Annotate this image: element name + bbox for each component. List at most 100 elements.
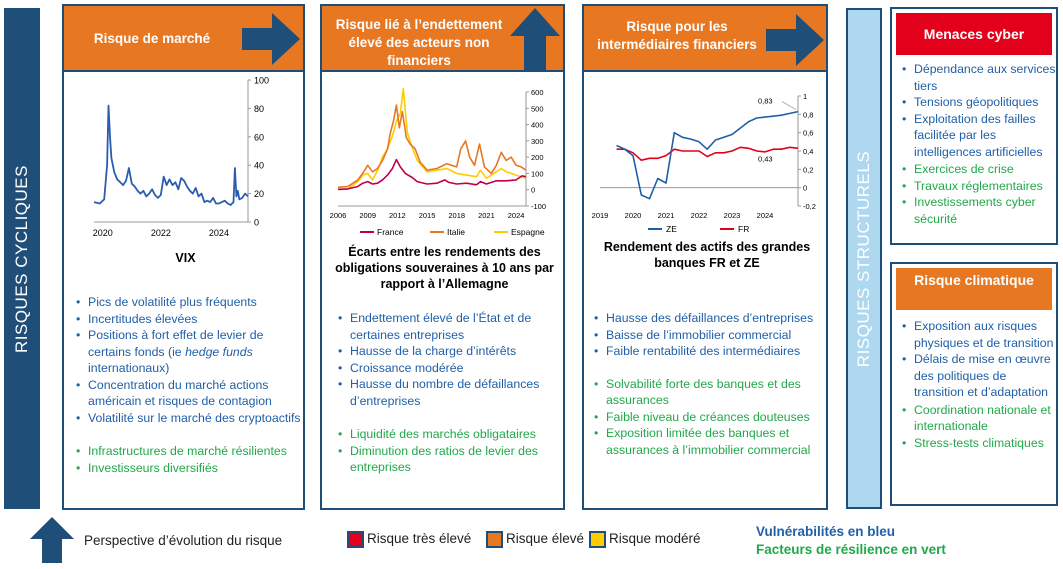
market-risk-header: Risque de marché xyxy=(64,6,303,72)
legend-blue-note: Vulnérabilités en bleu xyxy=(756,524,896,539)
list-item: Travaux réglementaires xyxy=(900,178,1056,195)
roa-series-line-fr xyxy=(616,146,799,161)
y-tick-label: 0 xyxy=(254,218,259,228)
y-tick-label: -100 xyxy=(531,202,546,211)
sovereign-spread-caption: Écarts entre les rendements des obligati… xyxy=(335,245,554,291)
x-tick-label: 2024 xyxy=(508,211,525,220)
cyclical-risks-label: RISQUES CYCLIQUES xyxy=(12,164,31,353)
annotation-fr-value: 0,43 xyxy=(758,154,773,163)
y-tick-label: 1 xyxy=(803,92,807,101)
list-item: Stress-tests climatiques xyxy=(900,435,1056,452)
legend-moderate: Risque modéré xyxy=(609,531,701,546)
list-item: Hausse des défaillances d’entreprises xyxy=(592,310,826,327)
list-item: Hausse de la charge d’intérêts xyxy=(336,343,562,360)
list-item: Dépendance aux services tiers xyxy=(900,61,1056,94)
list-item: Faible niveau de créances douteuses xyxy=(592,409,826,426)
y-tick-label: 300 xyxy=(531,137,544,146)
y-tick-label: 0,4 xyxy=(803,147,813,156)
list-item: Exposition aux risques physiques et de t… xyxy=(900,318,1056,351)
list-item: Pics de volatilité plus fréquents xyxy=(74,294,302,311)
annotation-ze-value: 0,83 xyxy=(758,97,773,106)
list-item: Faible rentabilité des intermédiaires xyxy=(592,343,826,360)
y-tick-label: 20 xyxy=(254,189,264,199)
list-item: Volatilité sur le marché des cryptoactif… xyxy=(74,410,302,427)
cyclical-risks-band: RISQUES CYCLIQUES xyxy=(4,8,40,509)
y-tick-label: 100 xyxy=(254,76,269,86)
x-tick-label: 2024 xyxy=(757,211,774,220)
climate-risk-list: Exposition aux risques physiques et de t… xyxy=(900,318,1056,451)
y-tick-label: 80 xyxy=(254,104,264,114)
x-tick-label: 2023 xyxy=(724,211,741,220)
list-item: Hausse du nombre de défaillances d’entre… xyxy=(336,376,562,409)
list-item: Concentration du marché actions américai… xyxy=(74,377,302,410)
x-tick-label: 2022 xyxy=(691,211,708,220)
vix-chart: 0 20 40 60 80 100 2020 2022 2024 xyxy=(93,76,269,239)
structural-risks-label: RISQUES STRUCTURELS xyxy=(854,150,873,367)
list-item: Positions à fort effet de levier de cert… xyxy=(74,327,302,377)
spread-series-line-france xyxy=(337,158,527,191)
legend-label-ze: ZE xyxy=(666,224,677,234)
y-tick-label: 500 xyxy=(531,104,544,113)
cyber-threats-title: Menaces cyber xyxy=(896,13,1052,55)
debt-risk-header: Risque lié à l’endettement élevé des act… xyxy=(322,6,563,72)
list-item: Exercices de crise xyxy=(900,161,1056,178)
debt-risk-panel: Risque lié à l’endettement élevé des act… xyxy=(320,4,565,510)
annotation-leader xyxy=(781,101,797,110)
x-tick-label: 2024 xyxy=(209,228,229,238)
x-tick-label: 2021 xyxy=(658,211,675,220)
list-item: Croissance modérée xyxy=(336,360,562,377)
market-risk-title: Risque de marché xyxy=(93,31,211,46)
y-tick-label: 0,6 xyxy=(803,129,813,138)
sovereign-spread-chart: -100 0 100 200 300 400 500 600 2006 2009 2012 2015 2… xyxy=(330,87,546,237)
cyber-threats-box: Menaces cyber Dépendance aux services ti… xyxy=(890,7,1058,245)
list-item: Liquidité des marchés obligataires xyxy=(336,426,562,443)
x-tick-label: 2022 xyxy=(151,228,171,238)
x-tick-label: 2021 xyxy=(478,211,495,220)
intermediaries-risk-list: Hausse des défaillances d’entreprises Ba… xyxy=(592,310,826,458)
legend-label-italie: Italie xyxy=(447,227,465,237)
cyber-threats-list: Dépendance aux services tiers Tensions g… xyxy=(900,61,1056,227)
x-tick-label: 2019 xyxy=(592,211,609,220)
list-item: Infrastructures de marché résilientes xyxy=(74,443,302,460)
y-tick-label: 60 xyxy=(254,132,264,142)
intermediaries-risk-header: Risque pour les intermédiaires financier… xyxy=(584,6,826,72)
list-item: Investissements cyber sécurité xyxy=(900,194,1056,227)
legend-very-high: Risque très élevé xyxy=(367,531,472,546)
y-tick-label: 200 xyxy=(531,153,544,162)
list-item: Diminution des ratios de levier des entr… xyxy=(336,443,562,476)
legend-very-high-swatch xyxy=(347,531,364,548)
legend-label-espagne: Espagne xyxy=(511,227,545,237)
list-item: Délais de mise en œuvre des politiques d… xyxy=(900,351,1056,401)
x-tick-label: 2018 xyxy=(448,211,465,220)
vix-series-line xyxy=(93,104,249,206)
list-item: Exploitation des failles facilitée par l… xyxy=(900,111,1056,161)
debt-risk-list: Endettement élevé de l’État et de certai… xyxy=(336,310,562,476)
y-tick-label: 400 xyxy=(531,121,544,130)
y-tick-label: 0 xyxy=(531,186,535,195)
bank-roa-caption: Rendement des actifs des grandes banques… xyxy=(603,240,811,270)
vix-chart-caption: VIX xyxy=(175,251,196,265)
list-item: Endettement élevé de l’État et de certai… xyxy=(336,310,562,343)
debt-risk-title: Risque lié à l’endettement élevé des act… xyxy=(335,17,503,68)
y-tick-label: 100 xyxy=(531,169,544,178)
list-item: Exposition limitée des banques et assura… xyxy=(592,425,826,458)
arrow-right-icon xyxy=(766,14,824,66)
legend-high-swatch xyxy=(486,531,503,548)
legend-moderate-swatch xyxy=(589,531,606,548)
legend-label-france: France xyxy=(377,227,404,237)
arrow-up-icon xyxy=(30,517,74,563)
spread-series-line-italie xyxy=(337,104,527,189)
climate-risk-title: Risque climatique xyxy=(896,268,1052,310)
y-tick-label: 600 xyxy=(531,88,544,97)
arrow-right-icon xyxy=(242,13,300,65)
intermediaries-risk-title: Risque pour les intermédiaires financier… xyxy=(597,19,757,52)
legend-high: Risque élevé xyxy=(506,531,585,546)
list-item: Incertitudes élevées xyxy=(74,311,302,328)
list-item: Baisse de l’immobilier commercial xyxy=(592,327,826,344)
x-tick-label: 2020 xyxy=(625,211,642,220)
legend-green-note: Facteurs de résilience en vert xyxy=(756,542,946,557)
market-risk-panel: Risque de marché 0 20 40 60 80 100 2020 2022 202… xyxy=(62,4,305,510)
structural-risks-band: RISQUES STRUCTURELS xyxy=(846,8,882,509)
arrow-up-icon xyxy=(510,8,560,70)
x-tick-label: 2020 xyxy=(93,228,113,238)
